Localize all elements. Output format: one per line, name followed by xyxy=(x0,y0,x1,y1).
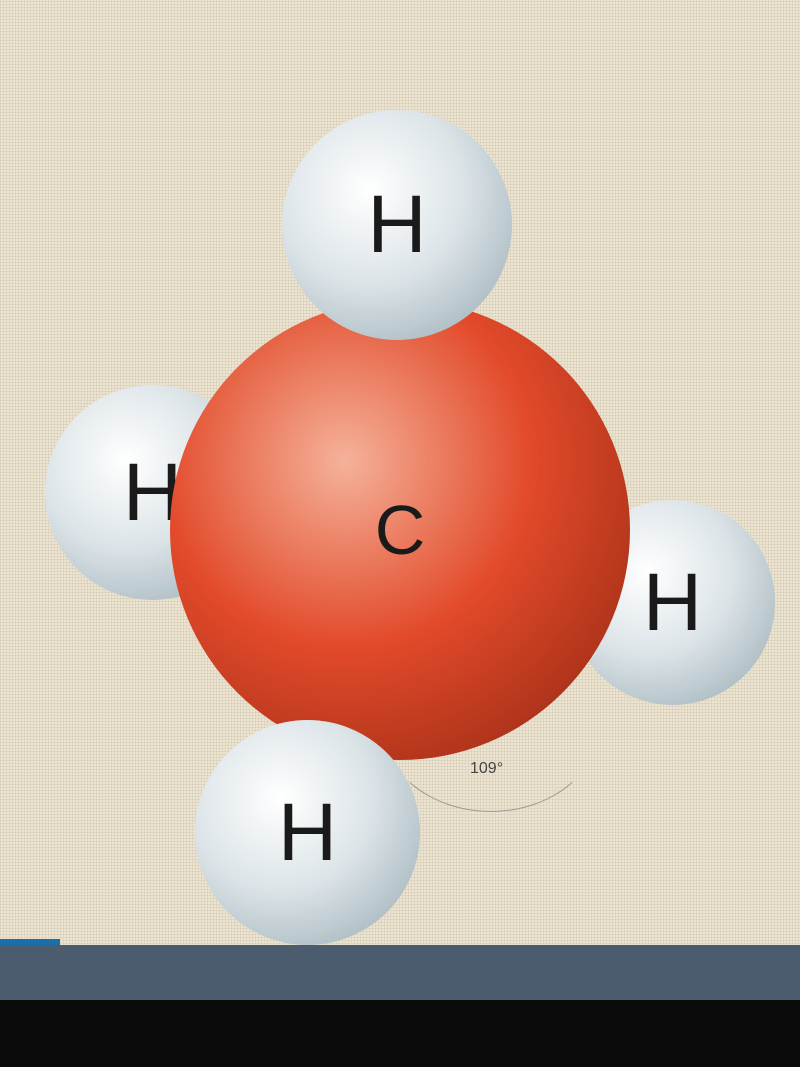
hydrogen-atom-bottom: H xyxy=(195,720,420,945)
footer-black-strip xyxy=(0,1000,800,1067)
carbon-atom-center: C xyxy=(170,300,630,760)
hydrogen-atom-top: H xyxy=(282,110,512,340)
bond-angle-label: 109° xyxy=(470,760,503,778)
atom-label: C xyxy=(375,490,426,570)
footer-accent-edge xyxy=(0,939,60,945)
atom-label: H xyxy=(278,786,337,880)
atom-label: H xyxy=(643,556,702,650)
molecule-diagram: 109° H H C H H xyxy=(0,0,800,1067)
atom-label: H xyxy=(367,178,426,272)
footer-strip xyxy=(0,945,800,1000)
